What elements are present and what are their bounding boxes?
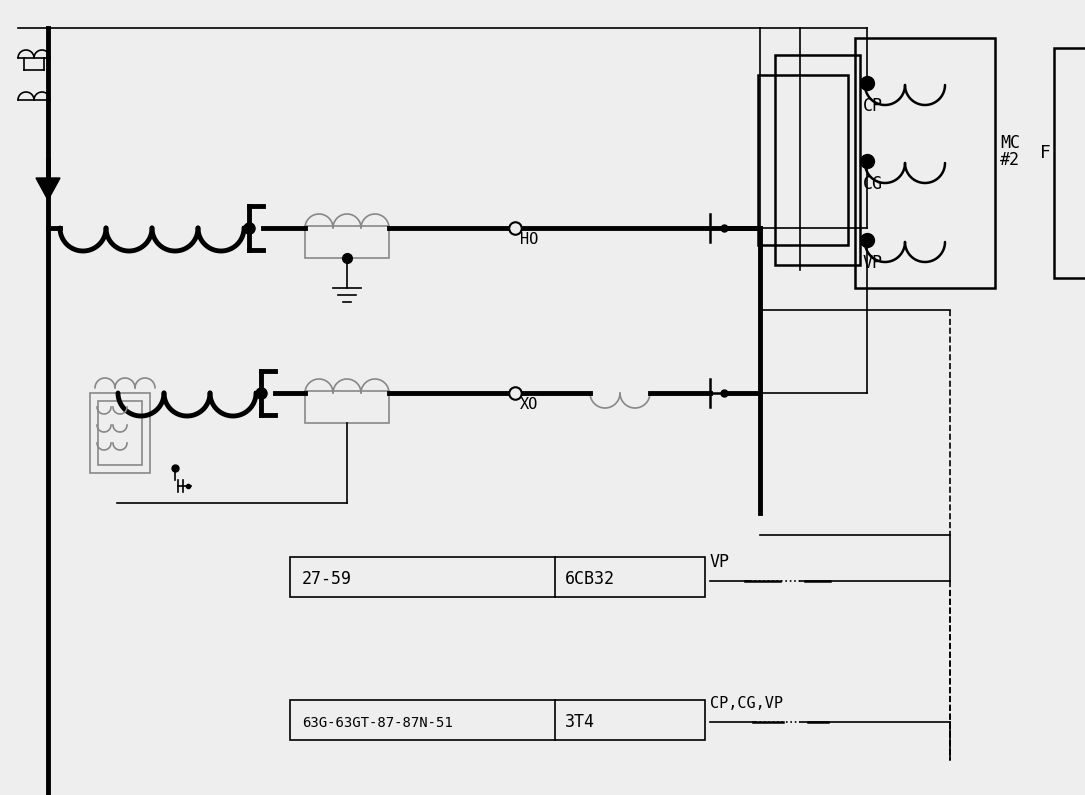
Polygon shape: [36, 178, 60, 200]
Text: F: F: [1041, 144, 1051, 162]
Text: HO: HO: [520, 232, 538, 247]
Text: CG: CG: [863, 175, 883, 193]
Text: 3T4: 3T4: [565, 713, 595, 731]
Bar: [855, 38, 995, 288]
Bar: [98, 401, 142, 465]
Bar: [290, 557, 705, 597]
Bar: [290, 700, 705, 740]
Text: CP,CG,VP: CP,CG,VP: [710, 696, 783, 711]
Text: 6CB32: 6CB32: [565, 570, 615, 588]
Bar: [90, 393, 150, 473]
Bar: [775, 55, 860, 265]
Text: VP: VP: [710, 553, 730, 571]
Bar: [758, 75, 848, 245]
Bar: [305, 226, 390, 258]
Text: 27-59: 27-59: [302, 570, 352, 588]
Text: XO: XO: [520, 397, 538, 412]
Bar: [1054, 48, 1085, 278]
Text: VP: VP: [863, 254, 883, 272]
Text: 63G-63GT-87-87N-51: 63G-63GT-87-87N-51: [302, 716, 452, 730]
Text: MC: MC: [1000, 134, 1020, 152]
Text: #2: #2: [1000, 151, 1020, 169]
Bar: [305, 391, 390, 423]
Text: CP: CP: [863, 97, 883, 115]
